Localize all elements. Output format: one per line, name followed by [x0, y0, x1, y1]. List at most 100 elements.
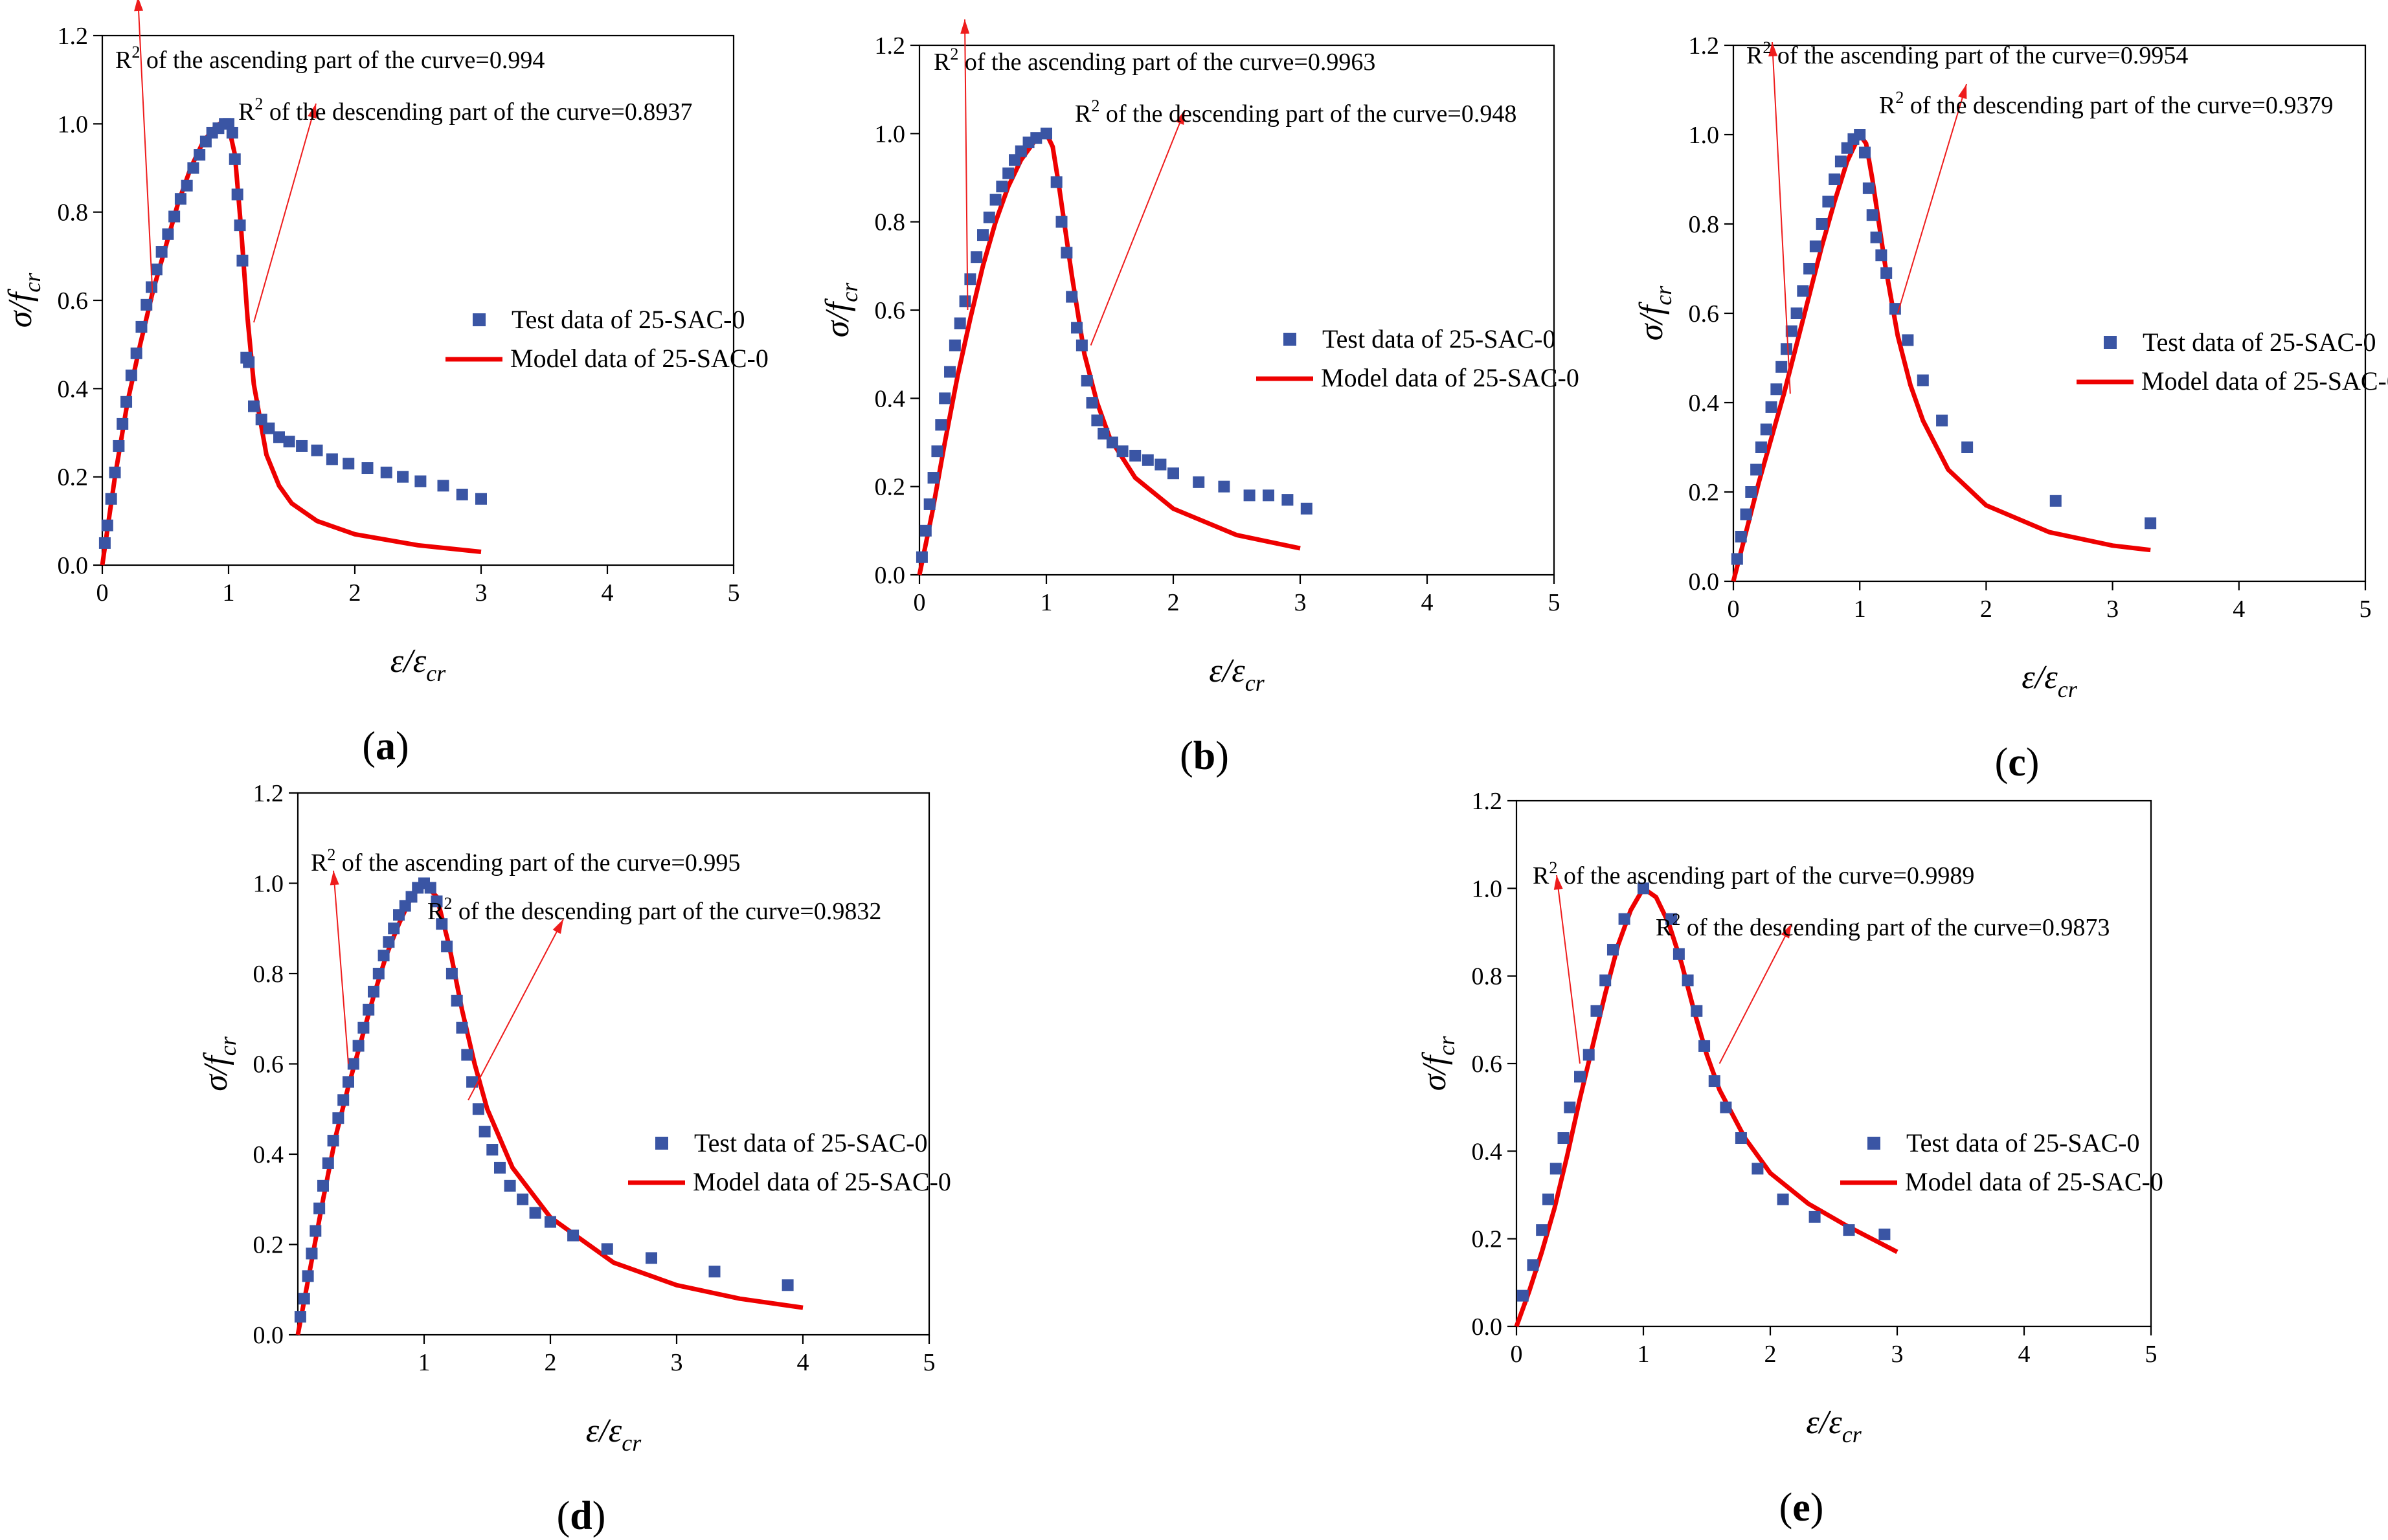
test-data-point	[150, 263, 163, 276]
test-data-point	[1775, 361, 1788, 373]
test-data-point	[155, 246, 168, 258]
test-data-point	[983, 211, 995, 223]
test-data-point	[283, 436, 295, 448]
test-data-point	[298, 1293, 310, 1305]
test-data-point	[98, 537, 111, 549]
test-data-point	[113, 440, 125, 452]
descending-arrow-line	[1090, 109, 1186, 346]
test-data-point	[273, 431, 285, 443]
x-tick-label: 0	[914, 589, 926, 616]
test-data-point	[181, 179, 193, 192]
test-data-point	[101, 519, 113, 531]
test-data-point	[451, 994, 463, 1007]
x-axis-title: ε/εcr	[1806, 1404, 1862, 1447]
test-data-point	[1745, 486, 1757, 498]
test-data-point	[1583, 1049, 1595, 1061]
x-tick-label: 3	[2106, 596, 2119, 623]
test-data-point	[1866, 209, 1878, 221]
test-data-point	[1574, 1071, 1586, 1083]
test-data-point	[327, 1135, 339, 1147]
test-data-point	[405, 891, 418, 903]
chart-svg-c: 0 1 2 3 4 5 0.0 0.2 0.4 0.6 0.8 1.0 1.2 ε/εcr σ/fcr (c)…	[1633, 32, 2388, 785]
test-data-point	[263, 422, 275, 434]
y-tick-label: 1.2	[1689, 32, 1720, 60]
x-tick-label: 5	[923, 1349, 936, 1376]
y-tick-label: 0.6	[58, 287, 89, 315]
test-data-point	[332, 1112, 344, 1124]
descending-arrow-head	[1175, 110, 1185, 125]
y-tick-label: 0.2	[1689, 479, 1720, 506]
chart-panel-e: 0 1 2 3 4 5 0.0 0.2 0.4 0.6 0.8 1.0 1.2 ε/εcr σ/fcr (e)…	[1392, 770, 2234, 1540]
x-axis-title: ε/εcr	[2022, 659, 2077, 702]
y-axis-title: σ/fcr	[1416, 1036, 1459, 1091]
y-tick-label: 0.6	[1472, 1051, 1503, 1078]
y-tick-label: 0.0	[1472, 1313, 1503, 1341]
legend-test-marker	[1867, 1137, 1880, 1150]
y-tick-label: 0.8	[1689, 211, 1720, 238]
test-data-point	[194, 149, 206, 161]
test-data-point	[1731, 553, 1743, 565]
x-tick-label: 3	[475, 579, 488, 607]
test-data-point	[372, 968, 385, 979]
y-tick-label: 0.0	[58, 552, 89, 579]
model-line	[917, 131, 1301, 575]
x-tick-label: 5	[2145, 1341, 2157, 1368]
test-data-point	[1564, 1101, 1576, 1113]
x-tick-label: 5	[1548, 589, 1560, 616]
test-data-point	[1765, 401, 1777, 413]
test-data-point	[1076, 339, 1088, 352]
descending-arrow-line	[467, 919, 564, 1100]
x-axis-title: ε/εcr	[1209, 653, 1265, 696]
test-data-point	[162, 228, 174, 240]
test-data-point	[234, 219, 246, 232]
chart-panel-c: 0 1 2 3 4 5 0.0 0.2 0.4 0.6 0.8 1.0 1.2 ε/εcr σ/fcr (c)…	[1573, 0, 2388, 785]
test-data-point	[1797, 285, 1809, 297]
x-tick-label: 2	[1764, 1341, 1777, 1368]
y-tick-label: 1.0	[875, 120, 906, 148]
test-data-point	[445, 968, 458, 979]
test-data-point	[337, 1094, 350, 1106]
test-data-point	[989, 194, 1002, 206]
legend-test-label: Test data of 25-SAC-0	[694, 1128, 927, 1157]
test-data-point	[1081, 375, 1093, 387]
test-data-point	[916, 551, 928, 563]
r2-ascending-annotation: R2 of the ascending part of the curve=0.…	[115, 43, 545, 74]
y-tick-label: 0.0	[1689, 568, 1720, 596]
test-data-point	[1682, 974, 1694, 987]
x-tick-label: 0	[96, 579, 109, 607]
legend-test-marker	[655, 1137, 668, 1150]
legend-model-label: Model data of 25-SAC-0	[1905, 1167, 2163, 1196]
y-tick-label: 0.8	[253, 961, 284, 988]
test-data-point	[472, 1103, 484, 1115]
test-data-point	[935, 419, 947, 431]
test-data-point	[1878, 1228, 1891, 1240]
test-data-point	[708, 1266, 721, 1278]
y-tick-label: 0.4	[1472, 1138, 1503, 1165]
test-data-point	[1780, 343, 1792, 355]
legend-test-marker	[2104, 336, 2117, 349]
x-tick-label: 0	[1511, 1341, 1523, 1368]
x-tick-label: 1	[418, 1349, 431, 1376]
x-tick-label: 1	[1041, 589, 1053, 616]
descending-arrow-head	[552, 919, 563, 934]
test-data-point	[1218, 480, 1230, 493]
test-data-point	[601, 1243, 613, 1255]
x-tick-label: 4	[1421, 589, 1434, 616]
test-data-point	[1803, 263, 1816, 274]
ascending-arrow-line	[1556, 875, 1581, 1064]
test-data-point	[1822, 195, 1834, 208]
test-data-point	[504, 1179, 516, 1192]
test-data-point	[1002, 167, 1015, 179]
y-tick-label: 1.0	[253, 871, 284, 898]
test-data-point	[1777, 1193, 1789, 1205]
test-data-point	[1193, 476, 1205, 488]
test-data-point	[1790, 307, 1803, 319]
x-tick-label: 4	[602, 579, 614, 607]
legend-test-label: Test data of 25-SAC-0	[2143, 328, 2376, 357]
test-data-point	[326, 453, 338, 465]
test-data-point	[1752, 1163, 1764, 1175]
test-data-point	[466, 1076, 479, 1088]
ascending-arrow-line	[1772, 41, 1791, 394]
chart-panel-b: 0 1 2 3 4 5 0.0 0.2 0.4 0.6 0.8 1.0 1.2 ε/εcr σ/fcr (b)…	[800, 0, 1596, 778]
test-data-point	[1590, 1005, 1603, 1017]
